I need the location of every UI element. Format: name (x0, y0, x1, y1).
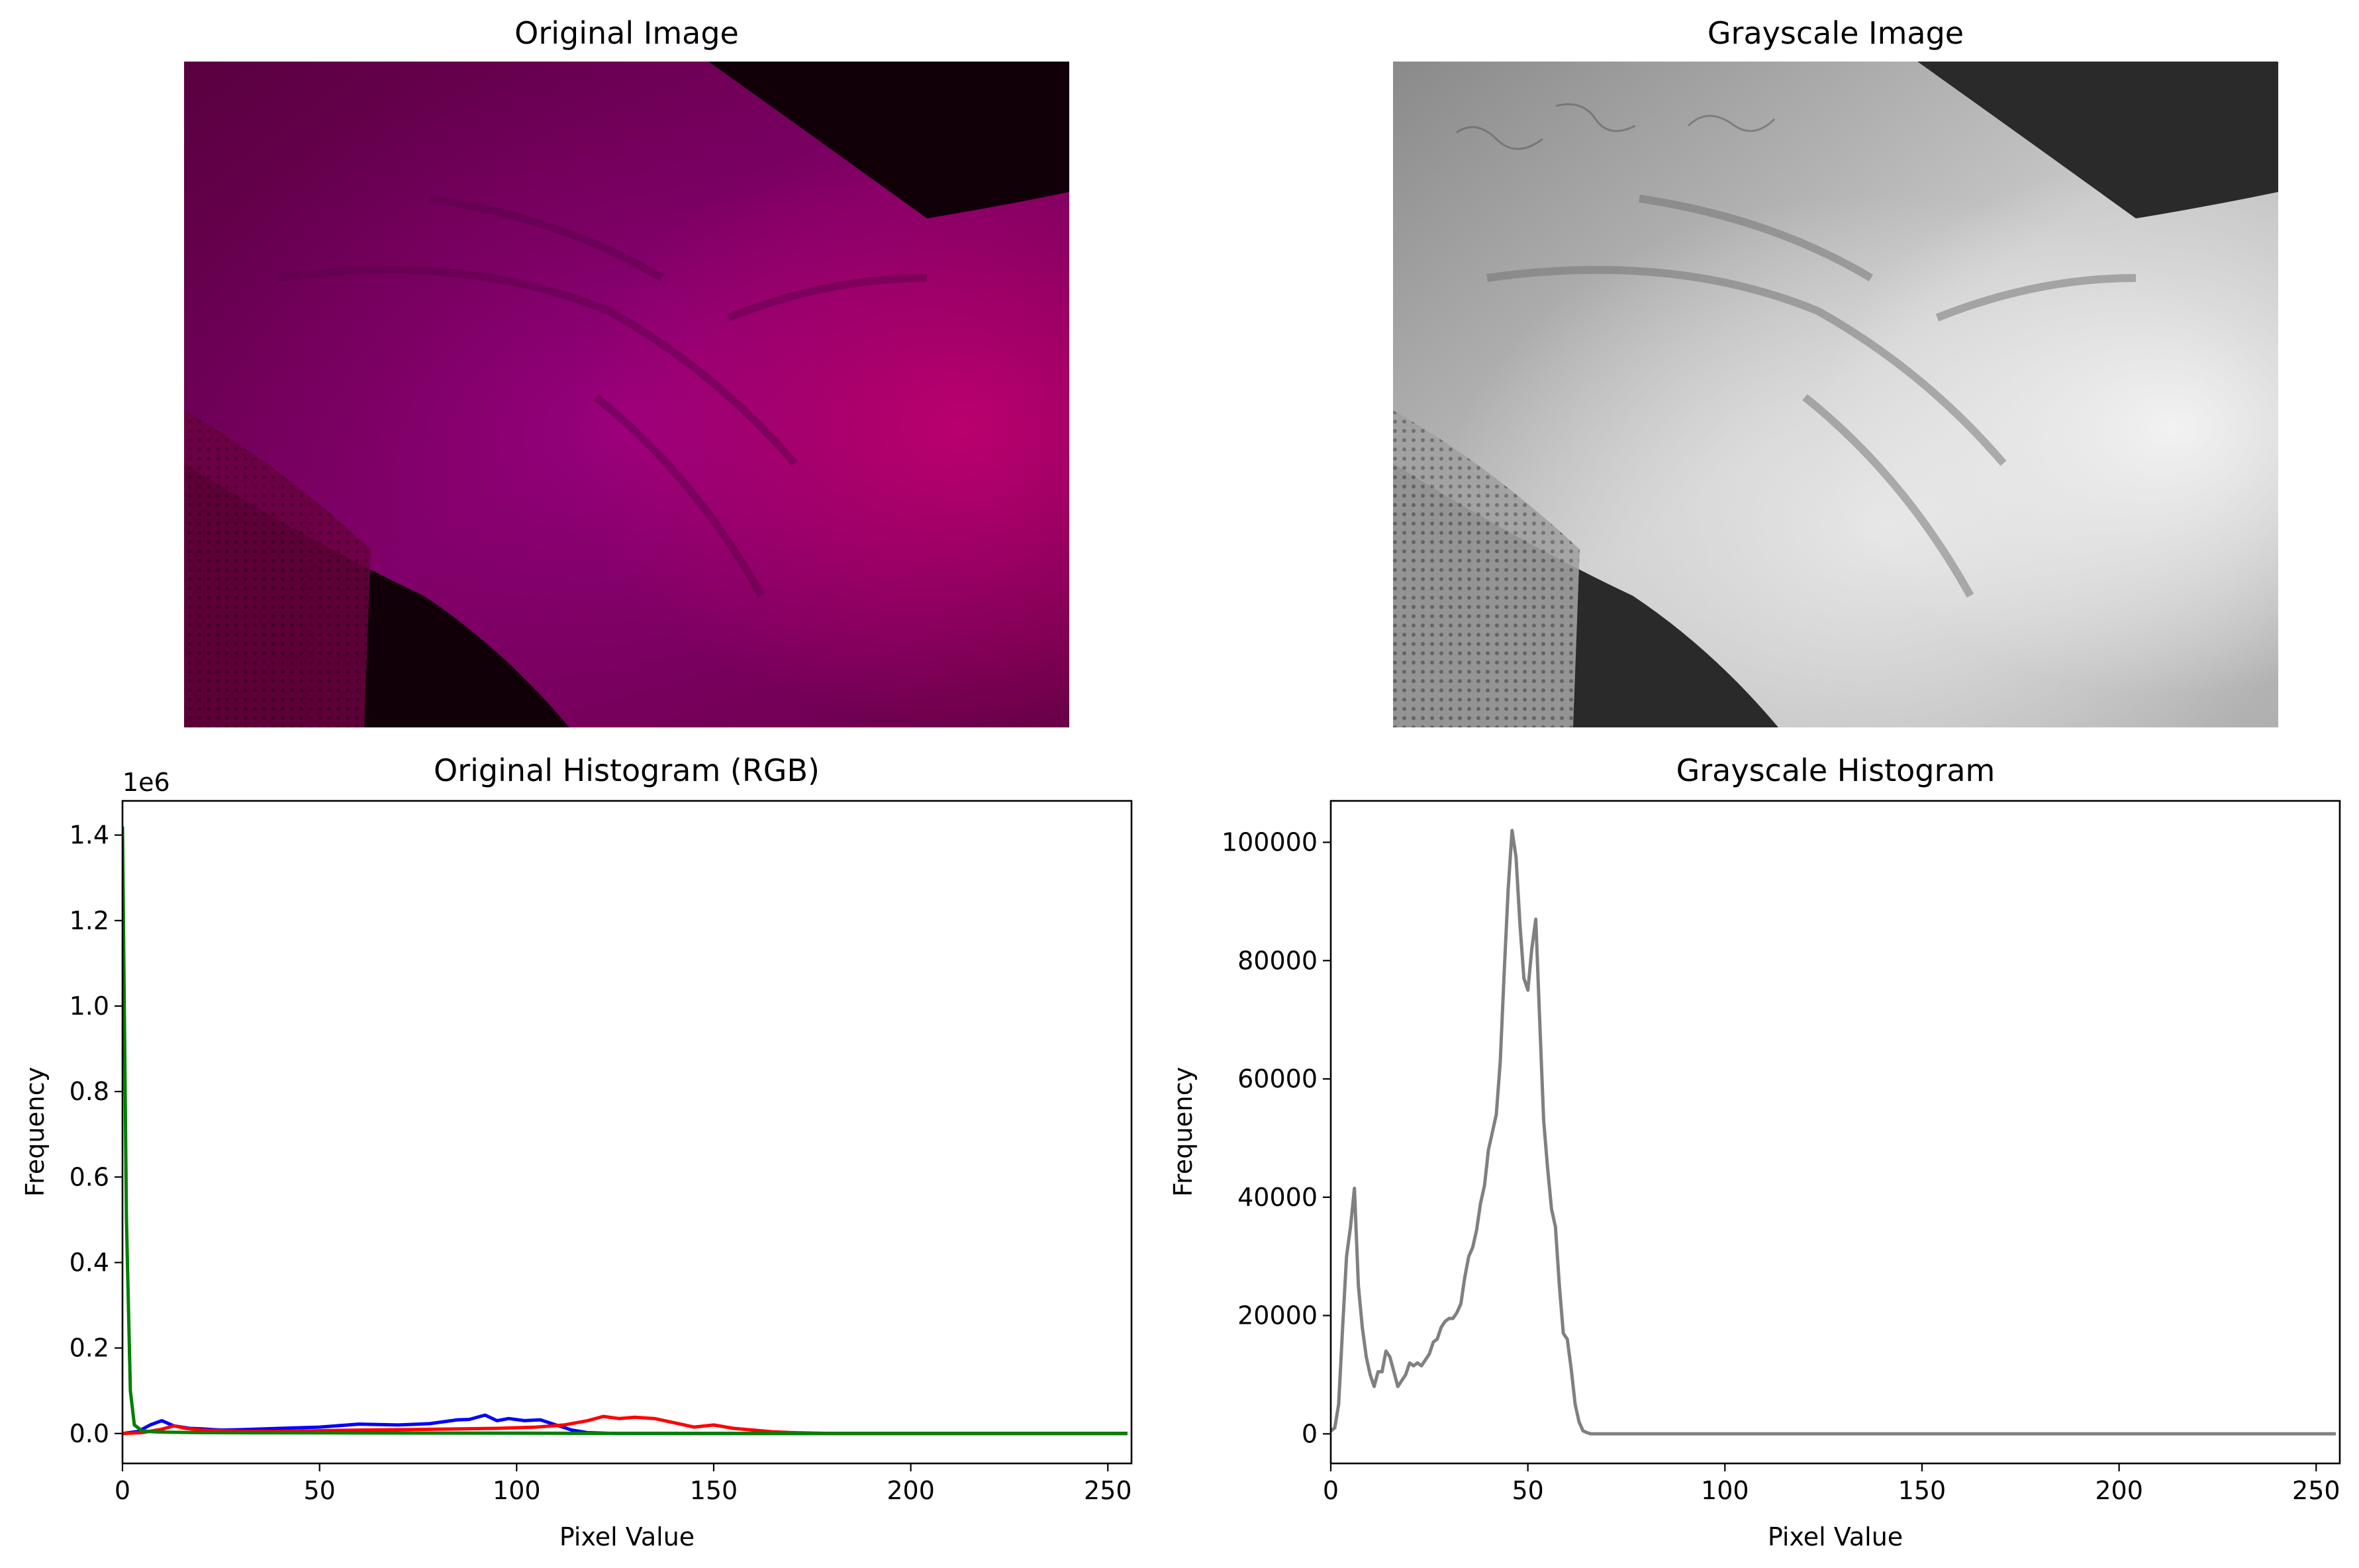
original-histogram-xlabel: Pixel Value (559, 1522, 695, 1551)
original-histogram-xtick-label: 200 (887, 1476, 935, 1505)
original-histogram-ytick-label: 1.2 (70, 906, 109, 935)
original-image (184, 62, 1069, 727)
original-histogram-series-1 (122, 1414, 1128, 1436)
grayscale-histogram-xtick-label: 150 (1898, 1476, 1947, 1505)
original-histogram-ytick-label: 0.8 (70, 1077, 109, 1106)
original-histogram-ytick-label: 0.0 (70, 1419, 109, 1448)
grayscale-histogram-frame (1329, 800, 2341, 1465)
original-histogram-xtick-label: 100 (493, 1476, 541, 1505)
grayscale-histogram: Grayscale Histogram 0 50 100 150 200 250 0 200… (1169, 753, 2341, 1551)
grayscale-histogram-ylabel: Frequency (1169, 1067, 1198, 1197)
original-histogram-frame (121, 800, 1133, 1465)
original-histogram-xtick-label: 0 (115, 1476, 130, 1505)
original-histogram-plot-area (122, 826, 1128, 1436)
grayscale-histogram-ytick-label: 60000 (1237, 1064, 1318, 1093)
grayscale-histogram-y-axis: 0 20000 40000 60000 80000 100000 (1222, 828, 1331, 1448)
grayscale-histogram-ytick-label: 20000 (1237, 1301, 1318, 1330)
original-image-title: Original Image (514, 15, 739, 51)
original-histogram: Original Histogram (RGB) 1e6 0 50 100 150 20… (21, 753, 1133, 1551)
original-histogram-xtick-label: 150 (690, 1476, 738, 1505)
grayscale-histogram-xtick-label: 50 (1512, 1476, 1543, 1505)
original-histogram-ytick-label: 0.4 (70, 1248, 109, 1277)
original-histogram-x-axis: 0 50 100 150 200 250 (115, 1463, 1132, 1505)
grayscale-histogram-xtick-label: 200 (2095, 1476, 2143, 1505)
original-histogram-y-axis: 0.0 0.2 0.4 0.6 0.8 1.0 1.2 1.4 (70, 821, 122, 1448)
grayscale-histogram-ytick-label: 0 (1302, 1419, 1318, 1448)
grayscale-histogram-ytick-label: 40000 (1237, 1183, 1318, 1212)
original-histogram-ytick-label: 0.6 (70, 1162, 109, 1191)
grayscale-image-title: Grayscale Image (1708, 15, 1964, 51)
original-histogram-title: Original Histogram (RGB) (434, 753, 820, 788)
grayscale-histogram-x-axis: 0 50 100 150 200 250 (1323, 1463, 2340, 1505)
grayscale-histogram-series-0 (1331, 829, 2336, 1436)
grayscale-histogram-xlabel: Pixel Value (1768, 1522, 1903, 1551)
original-histogram-xtick-label: 50 (303, 1476, 335, 1505)
grayscale-histogram-plot-area (1331, 829, 2336, 1436)
grayscale-histogram-ytick-label: 80000 (1237, 946, 1318, 975)
original-histogram-ylabel: Frequency (21, 1067, 50, 1197)
grayscale-image (1393, 62, 2278, 727)
original-histogram-series-2 (122, 826, 1128, 1436)
grayscale-histogram-xtick-label: 100 (1701, 1476, 1749, 1505)
original-histogram-xtick-label: 250 (1084, 1476, 1132, 1505)
grayscale-histogram-xtick-label: 0 (1323, 1476, 1339, 1505)
original-histogram-ytick-label: 0.2 (70, 1334, 109, 1363)
original-histogram-offset-label: 1e6 (122, 768, 170, 797)
original-histogram-ytick-label: 1.4 (70, 821, 109, 850)
grayscale-histogram-xtick-label: 250 (2292, 1476, 2340, 1505)
grayscale-histogram-title: Grayscale Histogram (1676, 753, 1996, 788)
original-histogram-ytick-label: 1.0 (70, 992, 109, 1021)
grayscale-histogram-ytick-label: 100000 (1222, 828, 1318, 857)
